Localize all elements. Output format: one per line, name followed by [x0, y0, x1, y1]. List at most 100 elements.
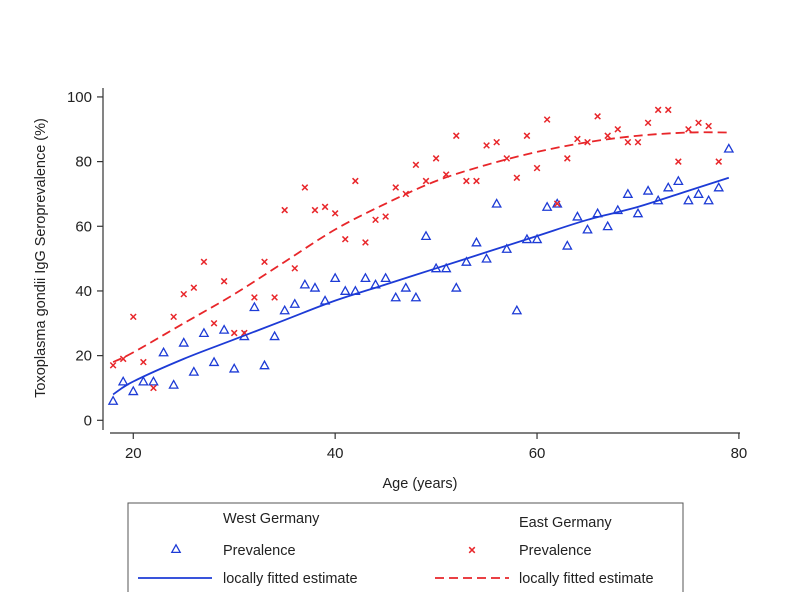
west-prevalence-point [269, 330, 280, 341]
y-tick-label: 80 [75, 154, 92, 171]
east-prevalence-point [685, 125, 692, 133]
east-prevalence-point [483, 142, 490, 149]
west-prevalence-point [471, 236, 482, 247]
west-prevalence-point [198, 327, 210, 338]
east-prevalence-point [553, 200, 561, 207]
west-prevalence-point [289, 298, 301, 308]
x-tick-label: 20 [125, 445, 142, 462]
east-prevalence-point [200, 258, 208, 266]
west-prevalence-point [188, 366, 200, 376]
east-prevalence-point [311, 206, 319, 214]
east-fitted-line [112, 131, 729, 363]
east-prevalence-point [291, 264, 299, 272]
east-prevalence-point [180, 290, 188, 298]
west-prevalence-point [218, 324, 230, 334]
east-prevalence-point [654, 106, 662, 114]
y-tick-label: 20 [75, 348, 92, 365]
east-prevalence-point [341, 235, 349, 243]
west-prevalence-point [642, 185, 654, 195]
east-prevalence-point [543, 116, 551, 123]
west-prevalence-point [662, 181, 674, 192]
east-prevalence-point [705, 122, 712, 130]
west-prevalence-point [400, 282, 412, 292]
west-prevalence-point [582, 223, 593, 234]
east-prevalence-point [372, 216, 379, 224]
east-prevalence-point [271, 294, 278, 301]
east-prevalence-point [574, 135, 581, 143]
west-prevalence-point [551, 198, 563, 208]
west-prevalence-point [501, 243, 513, 253]
east-prevalence-point [452, 132, 460, 140]
west-prevalence-point [612, 204, 624, 215]
y-axis-title: Toxoplasma gondii IgG Seroprevalence (%) [33, 118, 49, 398]
west-prevalence-point [380, 272, 391, 283]
west-prevalence-point [329, 272, 341, 283]
west-prevalence-point [602, 220, 613, 231]
west-prevalence-point [107, 395, 119, 405]
east-prevalence-point [331, 210, 339, 217]
west-fitted-line [112, 176, 730, 396]
east-prevalence-point [261, 258, 268, 266]
west-prevalence-point [309, 282, 321, 292]
west-prevalence-point [410, 291, 422, 302]
east-prevalence-point [392, 184, 400, 191]
east-prevalence-point [220, 277, 228, 285]
east-prevalence-point [109, 361, 117, 369]
east-prevalence-point [251, 294, 258, 301]
east-prevalence-point [604, 132, 612, 140]
east-prevalence-point [422, 177, 430, 185]
east-prevalence-point [594, 113, 601, 120]
west-prevalence-point [632, 207, 644, 218]
east-prevalence-point [513, 174, 521, 182]
west-prevalence-point [703, 194, 714, 205]
west-prevalence-point [168, 379, 179, 389]
east-prevalence-point [170, 313, 177, 321]
east-prevalence-point [432, 155, 440, 162]
east-prevalence-point [412, 161, 420, 169]
y-axis-ticks: 0 20 40 60 80 100 [67, 89, 103, 429]
x-axis-title: Age (years) [383, 476, 458, 492]
east-prevalence-point [281, 206, 289, 214]
west-prevalence-point [360, 272, 371, 283]
west-prevalence-point [683, 194, 694, 205]
west-prevalence-point [622, 188, 634, 198]
west-prevalence-point [390, 291, 402, 302]
west-prevalence-point [249, 301, 260, 312]
legend-east-points-label: Prevalence [519, 543, 592, 559]
east-prevalence-point [634, 138, 642, 146]
legend-east-x [468, 546, 476, 554]
legend-box [127, 502, 684, 592]
legend-east-header: East Germany [519, 515, 612, 531]
legend-west-triangle [170, 543, 182, 554]
west-prevalence-point [562, 240, 573, 250]
west-prevalence-point [491, 198, 502, 208]
east-prevalence-point [614, 125, 622, 133]
east-prevalence-point [210, 319, 218, 327]
west-prevalence-point [511, 304, 523, 315]
east-prevalence-point [563, 155, 571, 162]
west-prevalence-point [208, 356, 220, 367]
x-tick-label: 80 [731, 445, 748, 462]
legend-west-header: West Germany [223, 511, 320, 527]
east-prevalence-point [473, 177, 480, 185]
west-prevalence-point [693, 188, 704, 198]
y-tick-label: 40 [75, 283, 92, 300]
east-prevalence-point [362, 239, 369, 246]
legend-east-x-marker [468, 546, 476, 554]
west-prevalence-point [572, 211, 583, 221]
east-prevalence-point [715, 158, 723, 165]
east-prevalence-point [664, 106, 672, 114]
x-axis-ticks: 20 40 60 80 [125, 433, 747, 462]
west-prevalence-point [228, 363, 240, 373]
west-prevalence-point [178, 337, 190, 347]
west-prevalence-point [723, 143, 735, 153]
east-prevalence-point [129, 313, 137, 321]
east-prevalence-point [584, 138, 591, 146]
west-prevalence-point [420, 230, 432, 240]
east-prevalence-point [150, 384, 157, 392]
west-prevalence-point [279, 304, 290, 315]
east-prevalence-point [230, 329, 238, 337]
east-prevalence-point [140, 358, 147, 366]
east-prevalence-point [624, 138, 632, 146]
